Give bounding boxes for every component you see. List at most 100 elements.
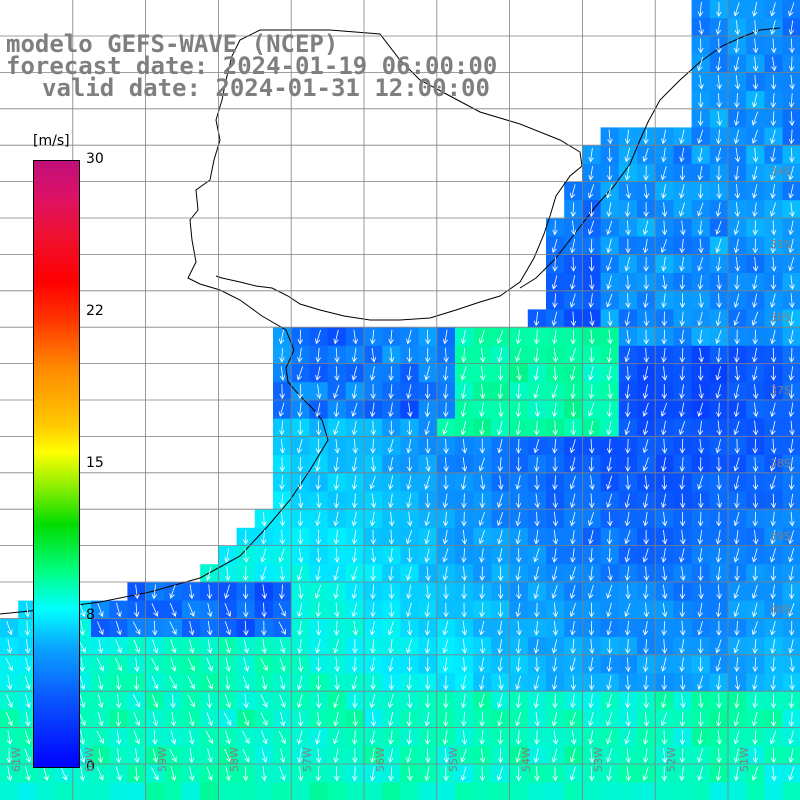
wind-arrow: [498, 475, 504, 491]
wind-arrow: [515, 548, 522, 563]
wind-arrow: [242, 712, 250, 727]
wind-arrow: [770, 147, 776, 163]
wind-arrow: [715, 256, 722, 272]
wind-arrow: [752, 2, 758, 17]
wind-arrow: [552, 529, 559, 545]
wind-arrow: [752, 93, 758, 108]
wind-arrow: [734, 438, 740, 454]
wind-arrow: [205, 566, 212, 581]
wind-arrow: [351, 366, 357, 381]
wind-arrow: [515, 529, 521, 545]
wind-arrow: [387, 439, 394, 454]
wind-arrow: [770, 620, 776, 636]
wind-arrow: [661, 730, 668, 745]
wind-arrow: [733, 548, 740, 563]
wind-arrow: [752, 56, 759, 72]
wind-arrow: [369, 657, 376, 673]
wind-arrow: [770, 475, 776, 490]
wind-arrow: [479, 711, 485, 727]
wind-arrow: [279, 366, 286, 381]
wind-arrow: [624, 730, 631, 745]
wind-arrow: [388, 366, 394, 381]
wind-arrow: [643, 256, 649, 272]
wind-arrow: [225, 639, 231, 654]
wind-arrow: [679, 548, 685, 563]
wind-arrow: [225, 675, 231, 691]
wind-arrow: [770, 711, 777, 727]
wind-arrow: [770, 311, 776, 327]
wind-arrow: [261, 602, 267, 618]
wind-arrow: [333, 420, 340, 436]
wind-arrow: [624, 384, 631, 400]
wind-arrow: [370, 402, 376, 418]
wind-arrow: [461, 730, 468, 745]
wind-arrow: [642, 457, 649, 472]
wind-arrow: [533, 366, 540, 381]
wind-speed-cell: [782, 109, 800, 128]
wind-arrow: [115, 766, 122, 781]
wind-arrow: [460, 475, 467, 491]
wind-arrow: [642, 493, 649, 509]
latitude-label: 37S: [770, 384, 791, 397]
wind-arrow: [570, 620, 576, 636]
wind-arrow: [752, 202, 758, 218]
wind-arrow: [733, 56, 740, 72]
wind-arrow: [642, 548, 649, 563]
wind-arrow: [715, 56, 722, 72]
wind-arrow: [788, 748, 794, 764]
wind-arrow: [733, 639, 740, 654]
wind-arrow: [643, 711, 650, 727]
wind-arrow: [661, 129, 667, 145]
wind-arrow: [752, 493, 759, 509]
wind-arrow: [625, 766, 631, 782]
wind-arrow: [733, 384, 740, 399]
wind-arrow: [188, 748, 195, 764]
wind-arrow: [570, 256, 577, 272]
wind-arrow: [625, 475, 631, 491]
latitude-label: 35S: [770, 238, 791, 251]
wind-arrow: [333, 566, 339, 581]
wind-arrow: [6, 694, 13, 708]
wind-arrow: [770, 493, 777, 509]
wind-arrow: [715, 147, 722, 163]
valid-date: valid date: 2024-01-31 12:00:00: [42, 74, 490, 102]
wind-arrow: [425, 675, 431, 691]
wind-arrow: [352, 329, 359, 345]
wind-arrow: [497, 493, 503, 508]
wind-arrow: [460, 366, 467, 381]
wind-arrow: [734, 275, 740, 290]
wind-arrow: [752, 166, 758, 181]
wind-arrow: [388, 347, 395, 363]
wind-arrow: [461, 548, 467, 563]
wind-arrow: [569, 657, 576, 672]
wind-arrow: [533, 311, 540, 327]
wind-arrow: [770, 584, 776, 600]
wind-arrow: [734, 20, 741, 36]
wind-arrow: [788, 184, 794, 199]
wind-arrow: [351, 420, 358, 436]
wind-arrow: [442, 548, 449, 563]
wind-arrow: [770, 329, 776, 345]
wind-arrow: [606, 693, 612, 709]
wind-arrow: [770, 566, 777, 582]
wind-arrow: [479, 584, 485, 600]
wind-speed-cell: [273, 782, 292, 800]
colorbar-tick-30: 30: [86, 151, 104, 167]
wind-arrow: [406, 347, 413, 363]
wind-arrow: [551, 712, 558, 727]
wind-arrow: [297, 402, 303, 418]
wind-arrow: [242, 748, 250, 763]
wind-arrow: [461, 493, 467, 509]
wind-arrow: [734, 675, 741, 691]
wind-arrow: [424, 657, 431, 673]
wind-arrow: [406, 620, 413, 636]
wind-arrow: [552, 329, 558, 345]
wind-arrow: [6, 621, 13, 636]
wind-arrow: [116, 602, 122, 618]
wind-arrow: [788, 711, 795, 727]
wind-arrow: [479, 730, 485, 745]
wind-arrow: [370, 639, 376, 654]
wind-arrow: [132, 621, 141, 635]
wind-arrow: [479, 639, 486, 654]
wind-arrow: [388, 493, 394, 509]
